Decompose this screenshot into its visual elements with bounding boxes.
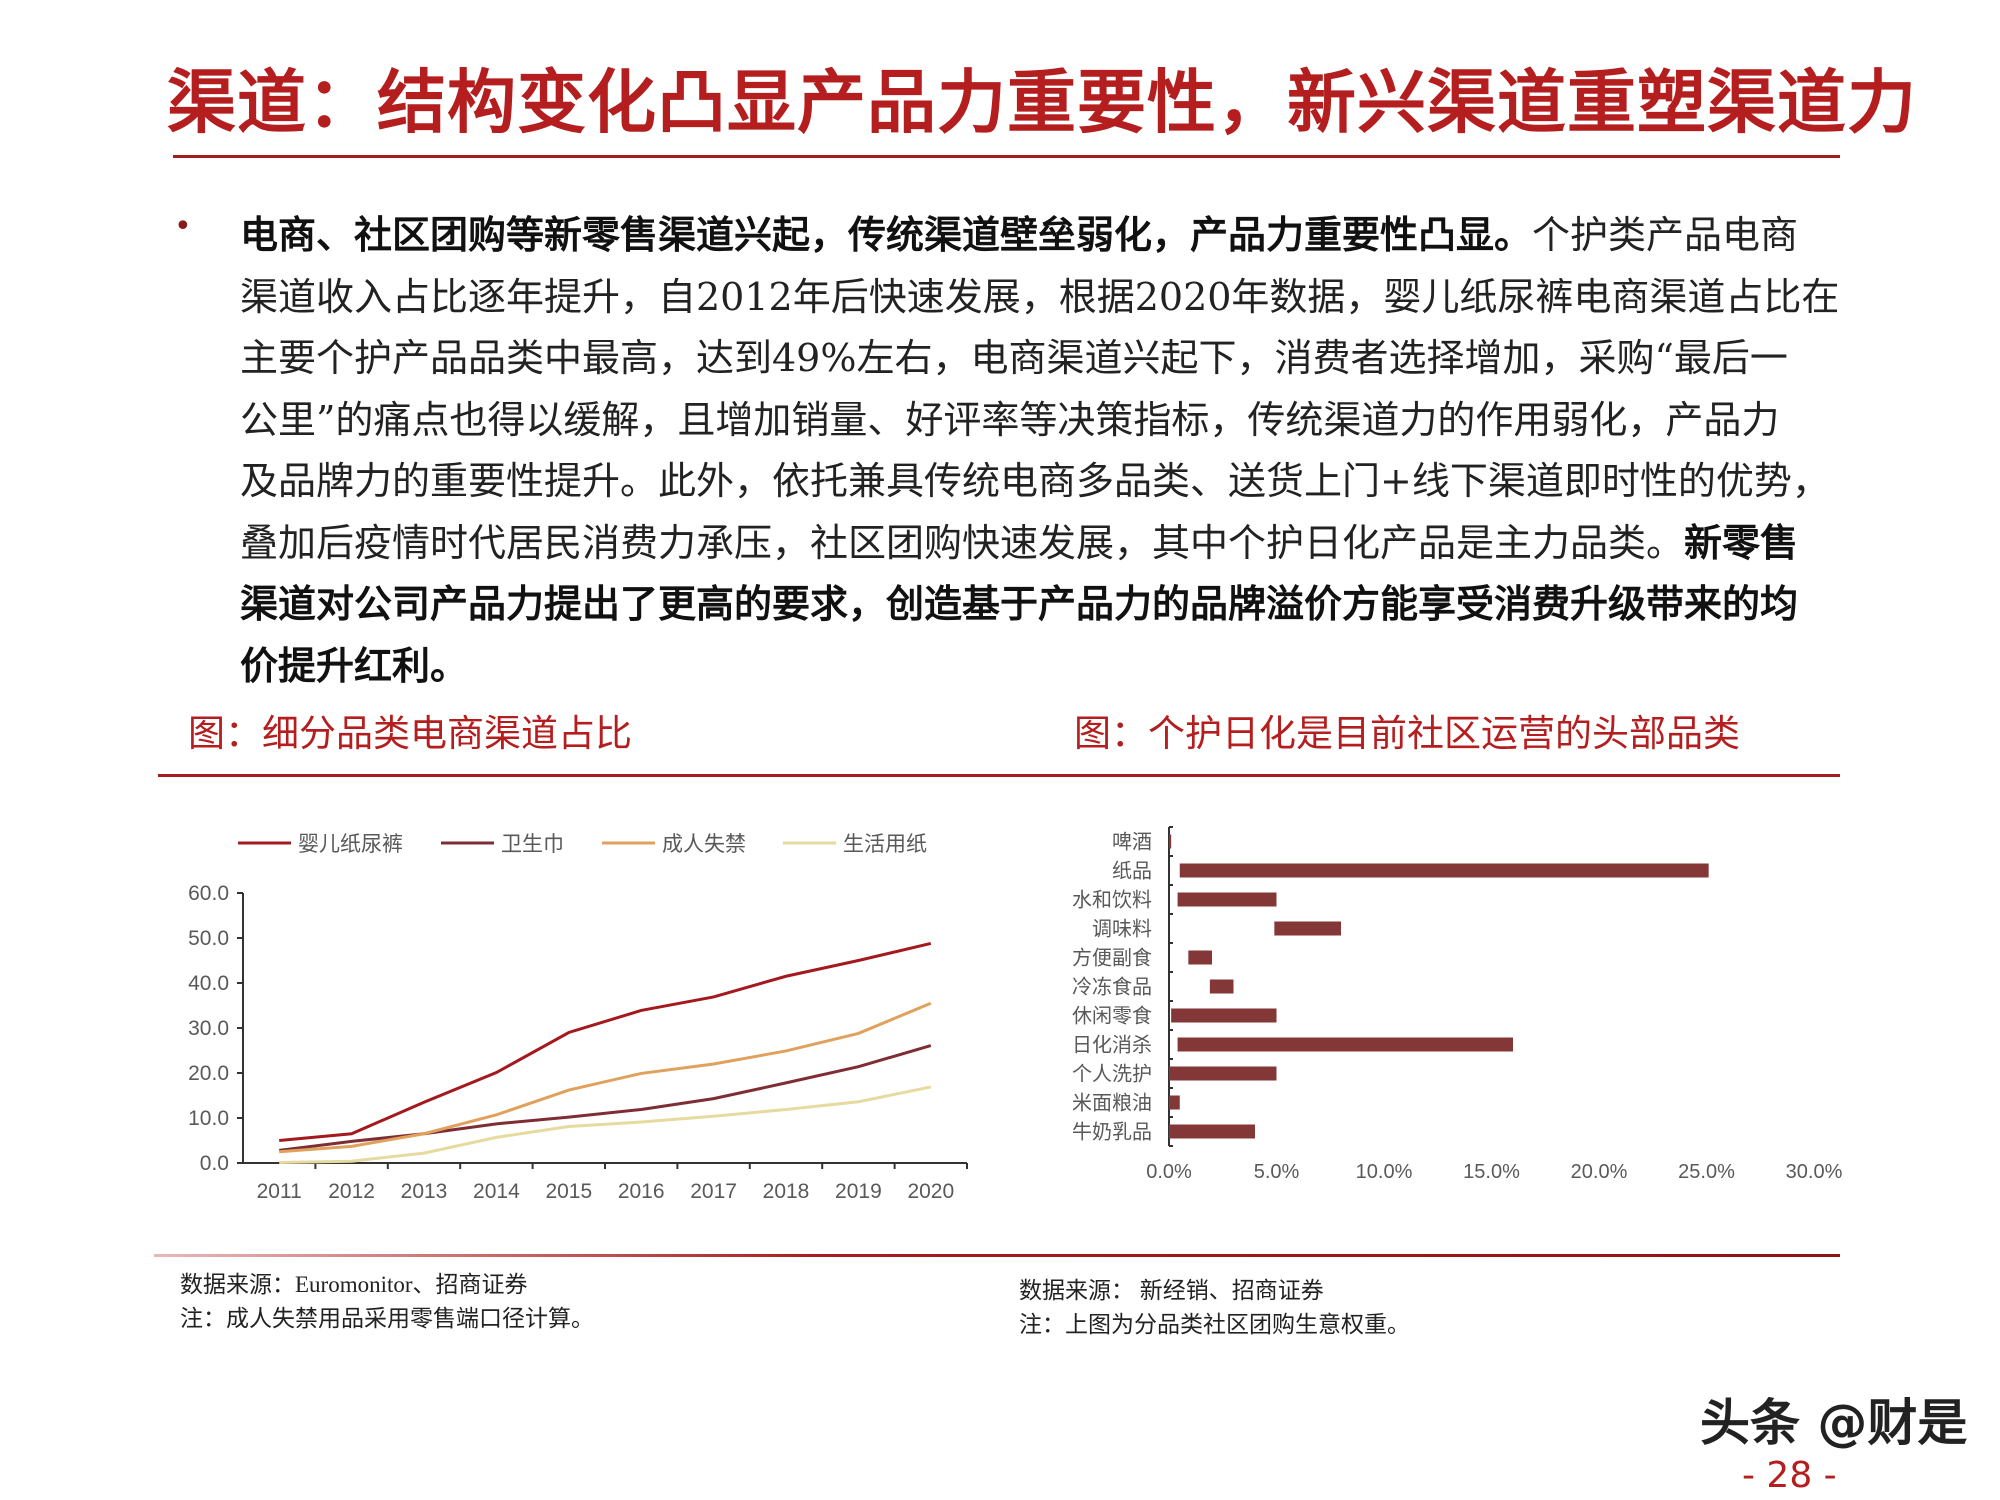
category-label: 调味料 [1092, 918, 1152, 941]
x-tick-label: 2019 [835, 1180, 882, 1203]
left-source: 数据来源：Euromonitor、招商证券 [180, 1272, 528, 1297]
category-label: 休闲零食 [1072, 1005, 1152, 1028]
y-tick-label: 50.0 [188, 927, 229, 950]
bold-text: 渠道对公司产品力提出了更高的要求，创造基于产品力的品牌溢价方能享受消费升级带来的… [240, 582, 1799, 626]
category-label: 水和饮料 [1072, 889, 1152, 912]
y-tick-label: 30.0 [188, 1017, 229, 1040]
text: 渠道收入占比逐年提升，自2012年后快速发展，根据2020年数据，婴儿纸尿裤电商… [240, 274, 1840, 319]
x-tick-label: 2011 [257, 1180, 302, 1203]
paragraph-line: 叠加后疫情时代居民消费力承压，社区团购快速发展，其中个护日化产品是主力品类。新零… [240, 513, 1890, 575]
bold-text: 新零售 [1684, 520, 1799, 565]
bar [1169, 834, 1172, 849]
paragraph-line: 主要个护产品品类中最高，达到49%左右，电商渠道兴起下，消费者选择增加，采购“最… [240, 328, 1890, 390]
category-label: 牛奶乳品 [1072, 1121, 1152, 1144]
y-tick-label: 40.0 [188, 972, 229, 995]
x-tick-label: 2015 [545, 1180, 592, 1203]
x-tick-label: 2017 [690, 1180, 737, 1203]
left-note: 注：成人失禁用品采用零售端口径计算。 [180, 1306, 594, 1331]
category-label: 日化消杀 [1072, 1034, 1152, 1057]
body-paragraph: 电商、社区团购等新零售渠道兴起，传统渠道壁垒弱化，产品力重要性凸显。个护类产品电… [240, 205, 1890, 697]
legend-label: 卫生巾 [501, 833, 564, 856]
y-tick-label: 10.0 [188, 1107, 229, 1130]
right-source: 数据来源： 新经销、招商证券 [1019, 1278, 1324, 1303]
x-tick-label: 2012 [328, 1180, 375, 1203]
series-line-2 [279, 1001, 932, 1154]
category-label: 米面粮油 [1072, 1092, 1152, 1115]
x-tick-label: 2018 [763, 1180, 810, 1203]
bold-text: 价提升红利。 [240, 643, 469, 688]
caption-divider [158, 774, 1840, 777]
category-label: 个人洗护 [1072, 1063, 1152, 1086]
bar [1177, 892, 1277, 907]
paragraph-line: 公里”的痛点也得以缓解，且增加销量、好评率等决策指标，传统渠道力的作用弱化，产品… [240, 390, 1890, 452]
y-tick-label: 20.0 [188, 1062, 229, 1085]
bar [1169, 1095, 1180, 1110]
paragraph-line: 及品牌力的重要性提升。此外，依托兼具传统电商多品类、送货上门+线下渠道即时性的优… [240, 451, 1890, 513]
bar [1169, 1124, 1255, 1139]
page-number: - 28 - [1742, 1455, 1837, 1496]
bar [1179, 863, 1709, 878]
category-label: 方便副食 [1072, 947, 1152, 970]
category-label: 冷冻食品 [1072, 976, 1152, 999]
text: 个护类产品电商 [1532, 213, 1799, 257]
x-tick-label: 5.0% [1254, 1161, 1300, 1183]
right-figure-caption: 图：个护日化是目前社区运营的头部品类 [1074, 712, 1740, 755]
text: 及品牌力的重要性提升。此外，依托兼具传统电商多品类、送货上门+线下渠道即时性的优… [240, 459, 1830, 503]
legend-label: 成人失禁 [662, 833, 746, 856]
paragraph-line: 渠道收入占比逐年提升，自2012年后快速发展，根据2020年数据，婴儿纸尿裤电商… [240, 267, 1890, 329]
paragraph-line: 电商、社区团购等新零售渠道兴起，传统渠道壁垒弱化，产品力重要性凸显。个护类产品电… [240, 205, 1890, 267]
paragraph-line: 渠道对公司产品力提出了更高的要求，创造基于产品力的品牌溢价方能享受消费升级带来的… [240, 574, 1890, 636]
bar [1209, 979, 1234, 994]
x-tick-label: 0.0% [1146, 1161, 1192, 1183]
page-title: 渠道：结构变化凸显产品力重要性，新兴渠道重塑渠道力 [167, 63, 1917, 143]
x-tick-label: 2016 [618, 1180, 665, 1203]
x-tick-label: 30.0% [1786, 1161, 1843, 1183]
y-tick-label: 60.0 [188, 882, 229, 905]
bar [1171, 1008, 1277, 1023]
bar [1177, 1037, 1513, 1052]
legend-label: 生活用纸 [843, 833, 927, 856]
bold-text: 电商、社区团购等新零售渠道兴起，传统渠道壁垒弱化，产品力重要性凸显。 [240, 213, 1533, 257]
source-divider [154, 1254, 1840, 1257]
series-line-3 [279, 1085, 932, 1165]
category-label: 啤酒 [1112, 831, 1152, 854]
x-tick-label: 2013 [401, 1180, 448, 1203]
bullet-marker: • [174, 209, 192, 244]
right-note: 注：上图为分品类社区团购生意权重。 [1019, 1312, 1410, 1337]
y-tick-label: 0.0 [200, 1152, 229, 1175]
bar [1169, 1066, 1277, 1081]
x-tick-label: 10.0% [1356, 1161, 1413, 1183]
text: 主要个护产品品类中最高，达到49%左右，电商渠道兴起下，消费者选择增加，采购“最… [240, 336, 1788, 380]
x-tick-label: 20.0% [1571, 1161, 1628, 1183]
x-tick-label: 25.0% [1678, 1161, 1735, 1183]
bar [1274, 921, 1341, 936]
x-tick-label: 2020 [907, 1180, 954, 1203]
series-line-1 [279, 1044, 932, 1152]
legend-label: 婴儿纸尿裤 [298, 833, 403, 856]
text: 叠加后疫情时代居民消费力承压，社区团购快速发展，其中个护日化产品是主力品类。 [240, 520, 1685, 565]
text: 公里”的痛点也得以缓解，且增加销量、好评率等决策指标，传统渠道力的作用弱化，产品… [240, 397, 1780, 442]
series-line-0 [279, 941, 932, 1142]
title-underline [173, 155, 1840, 158]
x-tick-label: 15.0% [1463, 1161, 1520, 1183]
watermark: 头条 @财是 [1700, 1394, 1968, 1452]
paragraph-line: 价提升红利。 [240, 636, 1890, 698]
bar [1188, 950, 1212, 965]
left-figure-caption: 图：细分品类电商渠道占比 [188, 712, 632, 755]
x-tick-label: 2014 [473, 1180, 520, 1203]
category-label: 纸品 [1112, 860, 1152, 883]
